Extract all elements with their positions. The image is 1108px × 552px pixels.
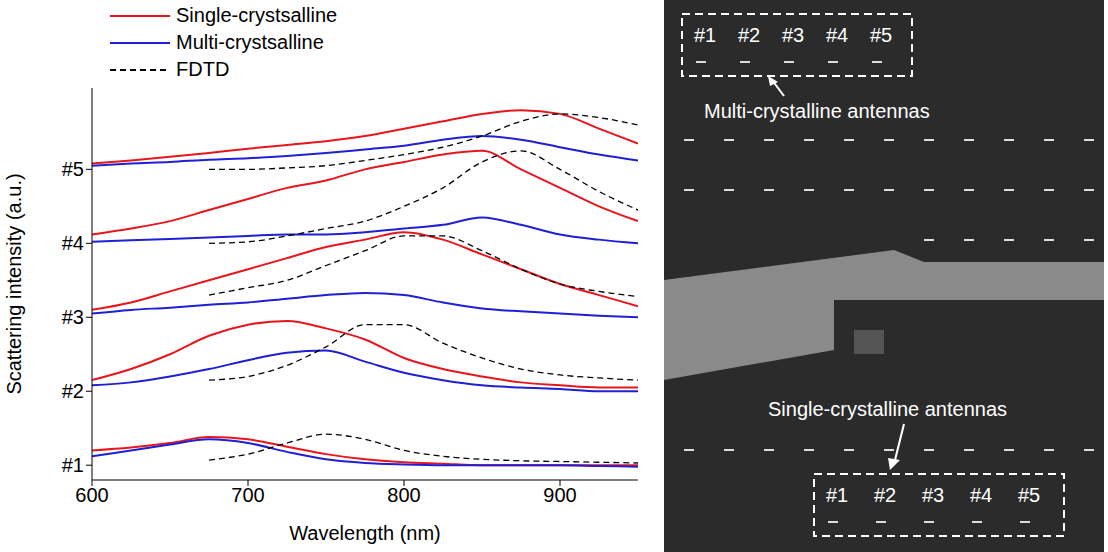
svg-text:900: 900 bbox=[543, 484, 576, 506]
svg-text:Multi-crystalline antennas: Multi-crystalline antennas bbox=[704, 100, 930, 122]
svg-text:#2: #2 bbox=[874, 484, 896, 506]
svg-text:#3: #3 bbox=[782, 24, 804, 46]
html-text:Single-crystsalline: Single-crystsalline bbox=[176, 4, 338, 26]
svg-text:#5: #5 bbox=[1018, 484, 1040, 506]
svg-text:#4: #4 bbox=[62, 232, 84, 254]
svg-text:700: 700 bbox=[231, 484, 264, 506]
svg-text:600: 600 bbox=[75, 484, 108, 506]
svg-text:Single-crystalline antennas: Single-crystalline antennas bbox=[768, 398, 1007, 420]
svg-text:#3: #3 bbox=[922, 484, 944, 506]
svg-text:#4: #4 bbox=[826, 24, 848, 46]
svg-text:#5: #5 bbox=[62, 158, 84, 180]
svg-text:Scattering intensity (a.u.): Scattering intensity (a.u.) bbox=[3, 173, 25, 394]
svg-text:Wavelength (nm): Wavelength (nm) bbox=[289, 522, 441, 544]
svg-text:#3: #3 bbox=[62, 306, 84, 328]
svg-text:#2: #2 bbox=[738, 24, 760, 46]
html-text:FDTD: FDTD bbox=[176, 58, 230, 80]
html-text:Multi-crystsalline: Multi-crystsalline bbox=[176, 31, 324, 53]
svg-text:#1: #1 bbox=[826, 484, 848, 506]
svg-text:#2: #2 bbox=[62, 380, 84, 402]
svg-text:#1: #1 bbox=[694, 24, 716, 46]
svg-text:800: 800 bbox=[387, 484, 420, 506]
svg-text:#4: #4 bbox=[970, 484, 992, 506]
svg-text:#1: #1 bbox=[62, 454, 84, 476]
svg-text:#5: #5 bbox=[870, 24, 892, 46]
